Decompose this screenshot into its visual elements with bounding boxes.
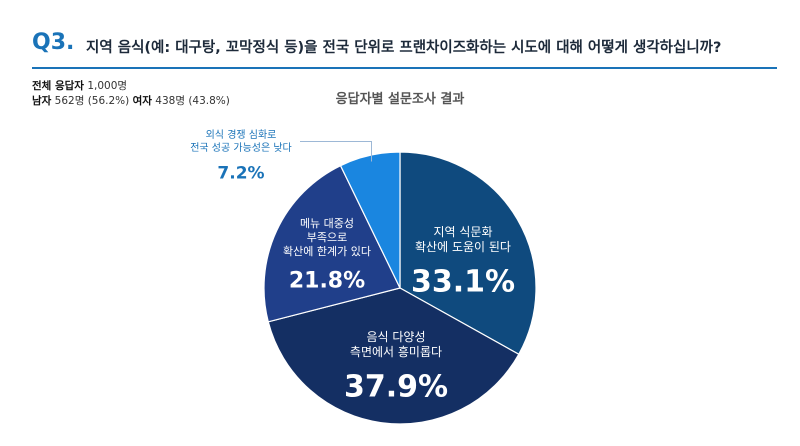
slice-label-1: 지역 식문화 [433,225,492,239]
stats-gender: 남자 562명 (56.2%) 여자 438명 (43.8%) [32,94,230,109]
slice-value-3: 21.8% [289,269,365,294]
slice-label-3: 부족으로 [307,231,347,244]
leader-line [300,140,372,162]
slice-label-2: 측면에서 흥미롭다 [350,345,442,359]
question-text: 지역 음식(예: 대구탕, 꼬막정식 등)을 전국 단위로 프랜차이즈화하는 시… [86,40,722,56]
slice-label-3: 메뉴 대중성 [300,217,354,230]
total-value: 1,000명 [87,80,128,92]
female-label: 여자 [132,95,152,107]
female-value: 438명 (43.8%) [155,95,230,107]
slice-value-4: 7.2% [217,163,264,183]
slice-value-2: 37.9% [344,370,448,405]
stats-total: 전체 응답자 1,000명 [32,79,230,94]
slice-label-4: 외식 경쟁 심화로 [206,128,277,141]
question-number: Q3. [32,30,75,55]
slice-label-2: 음식 다양성 [366,330,425,344]
total-label: 전체 응답자 [32,80,84,92]
male-value: 562명 (56.2%) [54,95,130,107]
pie-slice-2 [267,287,520,425]
pie-slice-4 [339,151,401,289]
chart-title: 응답자별 설문조사 결과 [335,92,465,107]
pie-slice-3 [263,164,401,323]
slice-label-1: 확산에 도움이 된다 [415,240,511,254]
slice-label-4: 전국 성공 가능성은 낮다 [190,142,292,154]
slice-label-3: 확산에 한계가 있다 [283,245,371,258]
male-label: 남자 [32,95,52,107]
pie-slice-1 [399,151,537,356]
respondent-stats: 전체 응답자 1,000명 남자 562명 (56.2%) 여자 438명 (4… [32,79,230,109]
header-divider [32,67,777,69]
slice-value-1: 33.1% [411,265,515,300]
